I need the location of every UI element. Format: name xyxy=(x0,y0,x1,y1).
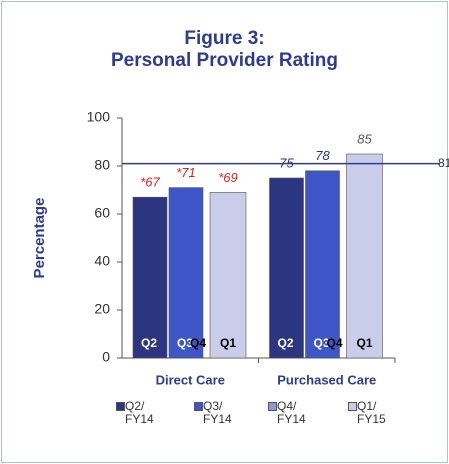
value-label: *71 xyxy=(176,165,196,180)
bar-label: Q2 xyxy=(141,336,157,350)
y-tick-label: 100 xyxy=(87,109,111,125)
legend-label: Q1/ FY15 xyxy=(357,399,386,426)
y-axis-label: Percentage xyxy=(31,198,48,279)
bar xyxy=(132,196,168,359)
x-tick-label: Purchased Care xyxy=(277,372,376,387)
value-label: *67 xyxy=(140,175,160,190)
y-tick-label: 20 xyxy=(94,301,110,317)
bar-label: Q2 xyxy=(277,336,293,350)
y-tick-label: 60 xyxy=(94,205,110,221)
value-label: 85 xyxy=(357,131,372,146)
legend-swatch xyxy=(348,402,357,411)
legend-label: Q3/ FY14 xyxy=(203,399,232,426)
legend-swatch xyxy=(116,402,125,411)
y-tick-label: 80 xyxy=(94,157,110,173)
value-label: 78 xyxy=(315,148,330,163)
x-tick-label: Direct Care xyxy=(156,372,225,387)
benchmark-label: 81 xyxy=(438,156,449,170)
y-tick-label: 40 xyxy=(94,253,110,269)
bar-label: Q4 xyxy=(326,336,342,350)
bar-label: Q1 xyxy=(220,336,236,350)
y-tick-label: 0 xyxy=(102,349,110,365)
legend-label: Q2/ FY14 xyxy=(125,399,154,426)
bar-label: Q3 xyxy=(313,336,329,350)
bar xyxy=(168,187,204,359)
bar xyxy=(269,177,304,359)
chart-title: Figure 3: Personal Provider Rating xyxy=(110,28,338,71)
legend-swatch xyxy=(268,402,277,411)
bar-label: Q4 xyxy=(190,336,206,350)
bar xyxy=(209,192,247,359)
legend-label: Q4/ FY14 xyxy=(277,399,306,426)
legend-swatch xyxy=(194,402,203,411)
bar xyxy=(305,170,340,359)
bar xyxy=(346,153,383,359)
bar-label: Q3 xyxy=(177,336,193,350)
bar-label: Q1 xyxy=(356,336,372,350)
value-label: *69 xyxy=(218,170,238,185)
